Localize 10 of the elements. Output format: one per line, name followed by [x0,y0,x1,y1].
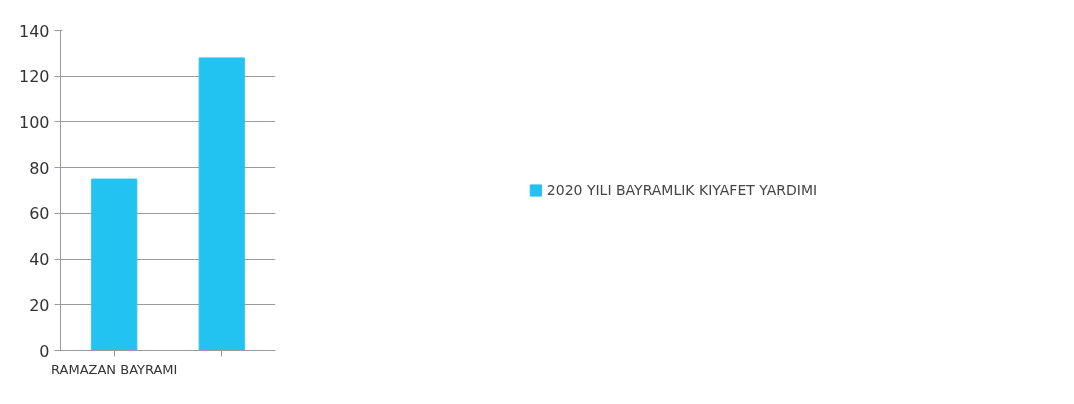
y-tick-label: 80 [29,158,50,178]
y-tick-label: 20 [29,295,50,315]
y-tick-label: 140 [18,21,50,41]
y-tick-label: 100 [18,112,50,132]
y-tick-label: 40 [29,250,50,270]
legend-label: 2020 YILI BAYRAMLIK KIYAFET YARDIMI [546,182,818,198]
y-tick-label: 60 [29,204,50,224]
x-tick-label: RAMAZAN BAYRAMI [51,361,178,377]
y-tick-label: 120 [18,67,50,87]
y-tick-label: 0 [39,341,50,361]
